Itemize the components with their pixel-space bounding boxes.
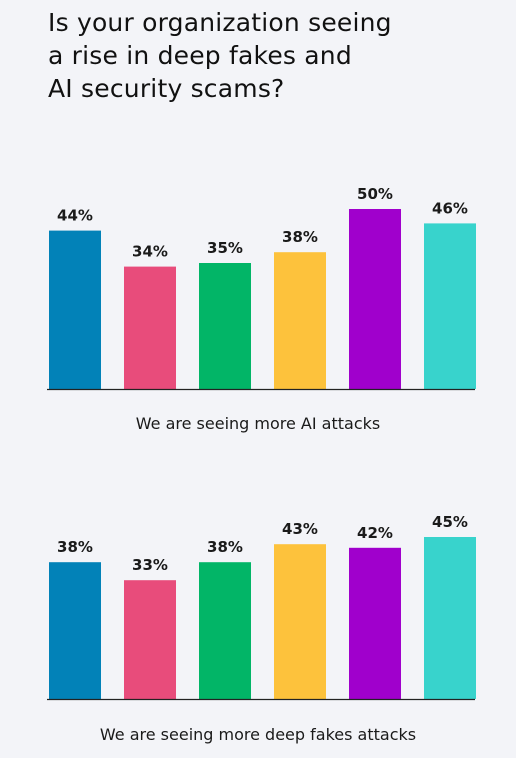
title-line-1: Is your organization seeing	[48, 8, 392, 37]
title-line-2: a rise in deep fakes and	[48, 41, 352, 70]
value-label-1-5: 50%	[357, 185, 393, 203]
bar-1-1	[49, 230, 101, 389]
value-label-2-2: 33%	[132, 556, 168, 574]
bar-1-4	[274, 252, 326, 389]
value-label-2-4: 43%	[282, 520, 318, 538]
bar-1-2	[124, 266, 176, 389]
bar-chart-ai-attacks: 44% 34% 35% 38% 50% 46%	[47, 185, 476, 391]
bar-chart-deep-fakes-attacks: 38% 33% 38% 43% 42% 45%	[47, 513, 476, 701]
bar-1-3	[199, 263, 251, 389]
value-label-1-4: 38%	[282, 228, 318, 246]
value-label-1-1: 44%	[57, 207, 93, 225]
bar-2-2	[124, 580, 176, 699]
bar-1-5	[349, 209, 401, 389]
value-label-1-3: 35%	[207, 239, 243, 257]
bar-2-6	[424, 537, 476, 699]
value-label-2-6: 45%	[432, 513, 468, 531]
value-label-2-1: 38%	[57, 538, 93, 556]
value-label-2-5: 42%	[357, 524, 393, 542]
value-label-1-6: 46%	[432, 199, 468, 217]
bar-1-6	[424, 223, 476, 389]
bar-2-3	[199, 562, 251, 699]
value-label-1-2: 34%	[132, 243, 168, 261]
bar-2-4	[274, 544, 326, 699]
chart-title: Is your organization seeing a rise in de…	[48, 6, 488, 105]
value-label-2-3: 38%	[207, 538, 243, 556]
title-line-3: AI security scams?	[48, 74, 285, 103]
caption-deep-fakes-attacks: We are seeing more deep fakes attacks	[99, 725, 417, 744]
caption-ai-attacks: We are seeing more AI attacks	[135, 414, 381, 433]
bar-2-5	[349, 547, 401, 699]
bar-2-1	[49, 562, 101, 699]
